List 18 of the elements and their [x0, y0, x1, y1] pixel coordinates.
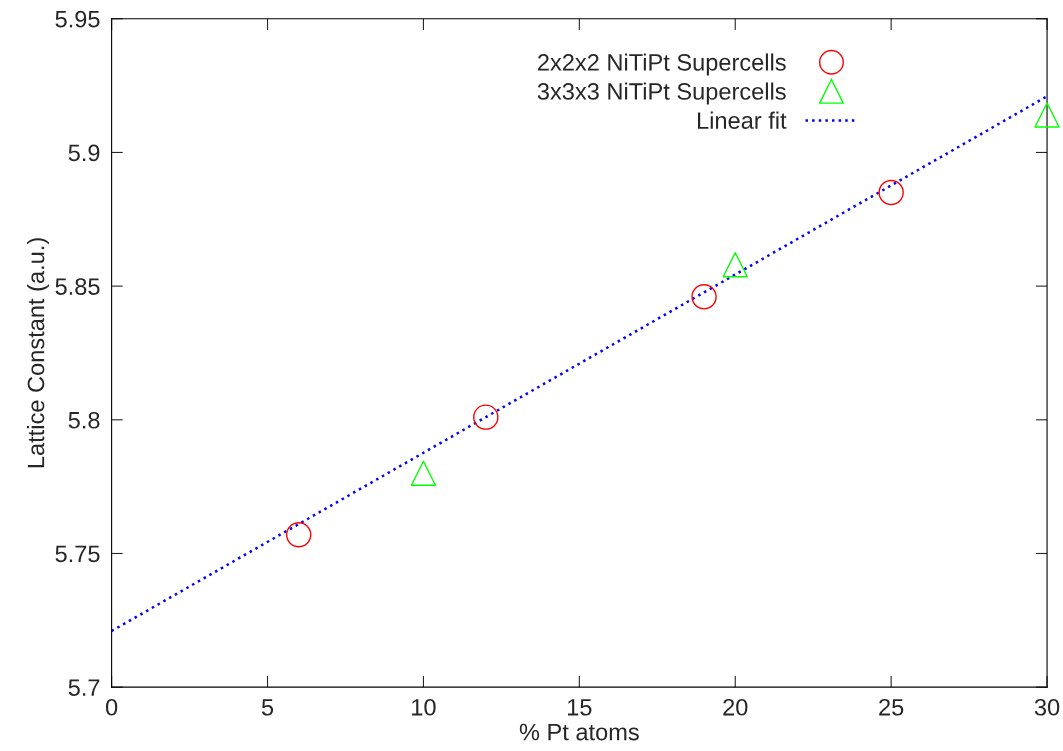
y-axis-title: Lattice Constant (a.u.) [26, 238, 49, 468]
x-tick-label: 20 [723, 698, 748, 716]
x-axis-title: % Pt atoms [519, 723, 639, 741]
legend-label: 2x2x2 NiTiPt Supercells [538, 53, 786, 76]
y-tick-label: 5.9 [68, 144, 100, 162]
y-tick-label: 5.95 [55, 10, 100, 28]
x-tick-label: 0 [105, 698, 118, 716]
x-tick-label: 30 [1034, 698, 1060, 716]
x-tick-label: 5 [261, 699, 274, 716]
y-tick-label: 5.75 [55, 545, 100, 563]
y-tick-label: 5.8 [68, 411, 100, 429]
x-tick-label: 25 [879, 698, 904, 716]
legend-label: 3x3x3 NiTiPt Supercells [537, 82, 786, 105]
y-tick-label: 5.85 [55, 278, 100, 295]
x-tick-label: 15 [568, 699, 592, 716]
x-tick-label: 10 [412, 698, 436, 716]
legend-label: Linear fit [697, 111, 787, 129]
y-tick-label: 5.7 [68, 679, 100, 696]
